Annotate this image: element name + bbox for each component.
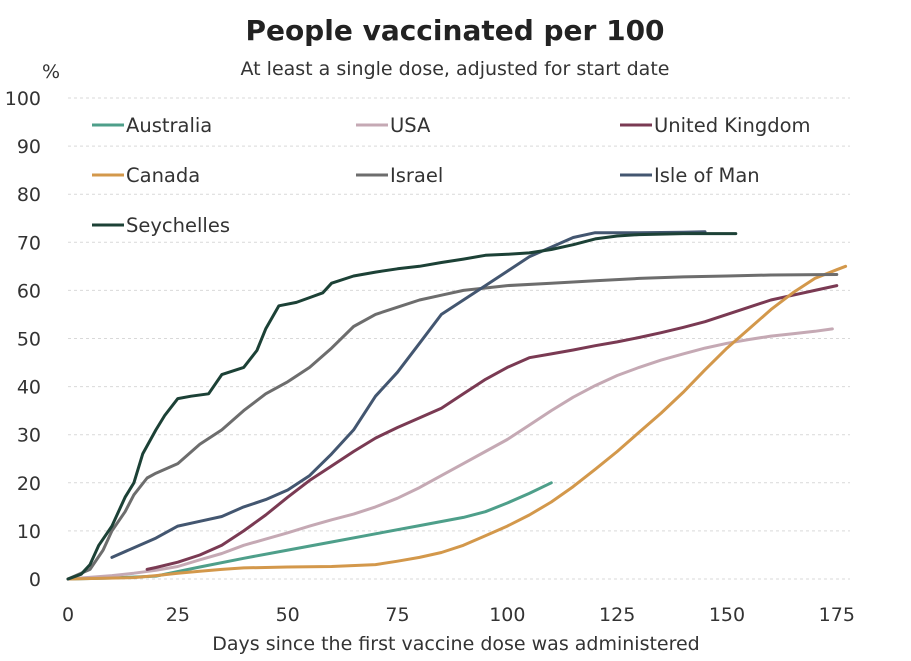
series-line-canada: [66, 264, 848, 581]
y-tick-label: 30: [17, 425, 41, 447]
legend: Australia USA United Kingdom Canada Israel Is…: [92, 114, 811, 237]
y-tick-label: 90: [17, 136, 41, 158]
y-tick-label: 100: [5, 88, 41, 110]
legend-label-isle-of-man: Isle of Man: [654, 164, 760, 187]
chart-title: People vaccinated per 100: [245, 14, 664, 47]
series-line-seychelles: [66, 232, 738, 581]
y-tick-label: 50: [17, 329, 41, 351]
y-tick-label: 60: [17, 280, 41, 302]
legend-label-israel: Israel: [390, 164, 443, 187]
y-tick-label: 70: [17, 232, 41, 254]
series-line-united-kingdom: [145, 284, 839, 571]
y-tick-label: 0: [29, 569, 41, 591]
series-line-usa: [66, 327, 834, 581]
legend-label-usa: USA: [390, 114, 431, 137]
x-tick-label: 125: [599, 604, 635, 626]
y-tick-label: 40: [17, 377, 41, 399]
x-tick-label: 175: [819, 604, 855, 626]
y-axis-unit: %: [42, 61, 60, 83]
y-axis-ticks: 0 10 20 30 40 50 60 70 80 90 100: [5, 88, 41, 591]
legend-label-australia: Australia: [126, 114, 212, 137]
x-tick-label: 0: [62, 604, 74, 626]
y-tick-label: 20: [17, 473, 41, 495]
x-tick-label: 150: [709, 604, 745, 626]
y-tick-label: 80: [17, 184, 41, 206]
legend-label-united-kingdom: United Kingdom: [654, 114, 811, 137]
x-tick-label: 50: [276, 604, 300, 626]
x-tick-label: 100: [489, 604, 525, 626]
series-lines: [66, 230, 848, 581]
x-tick-label: 25: [166, 604, 190, 626]
y-tick-label: 10: [17, 521, 41, 543]
x-tick-label: 75: [385, 604, 409, 626]
series-line-israel: [66, 273, 839, 581]
x-axis-label: Days since the first vaccine dose was ad…: [212, 633, 700, 655]
chart-subtitle: At least a single dose, adjusted for sta…: [241, 58, 670, 80]
legend-label-seychelles: Seychelles: [126, 214, 230, 237]
series-line-isle-of-man: [110, 230, 707, 559]
x-axis-ticks: 0 25 50 75 100 125 150 175: [62, 604, 855, 626]
legend-label-canada: Canada: [126, 164, 200, 187]
